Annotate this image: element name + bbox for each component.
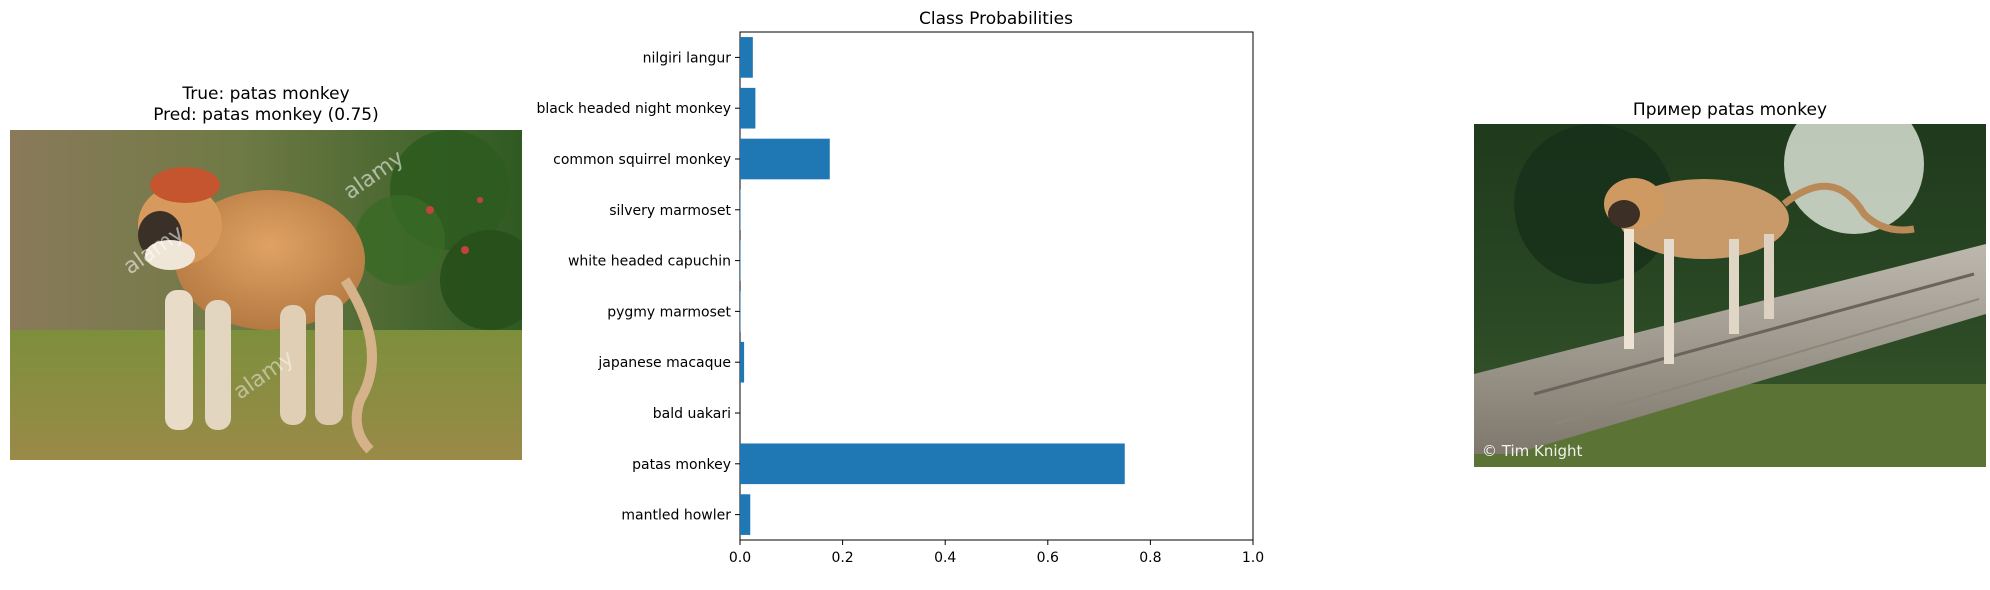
y-tick-label: japanese macaque	[597, 355, 731, 371]
left-panel-title-line2: Pred: patas monkey (0.75)	[153, 105, 379, 125]
right-panel-title: Пример patas monkey	[1632, 100, 1828, 120]
x-tick-label: 0.6	[1037, 550, 1059, 566]
x-tick-label: 0.4	[934, 550, 956, 566]
bar-mantled-howler	[740, 494, 751, 535]
y-tick-label: bald uakari	[653, 406, 731, 422]
x-tick-label: 0.2	[831, 550, 853, 566]
example-class-photo: © Tim Knight	[1474, 124, 1986, 467]
y-tick-label: common squirrel monkey	[553, 152, 731, 168]
y-tick-label: white headed capuchin	[568, 254, 731, 270]
plot-frame	[739, 31, 1254, 541]
true-class-photo: alamy alamy alamy	[10, 130, 522, 460]
y-tick-label: pygmy marmoset	[607, 304, 731, 320]
bar-silvery-marmoset	[740, 189, 741, 231]
bar-japanese-macaque	[740, 341, 745, 383]
x-tick-label: 0.0	[729, 550, 751, 566]
y-tick-label: black headed night monkey	[536, 101, 731, 117]
bar-common-squirrel-monkey	[740, 138, 830, 180]
left-panel-title-line1: True: patas monkey	[182, 84, 350, 104]
bar-pygmy-marmoset	[740, 291, 741, 332]
y-tick-label: patas monkey	[632, 457, 731, 473]
x-tick-label: 0.8	[1139, 550, 1161, 566]
bar-white-headed-capuchin	[740, 240, 741, 281]
photo-credit: © Tim Knight	[1482, 442, 1583, 460]
y-tick-label: mantled howler	[621, 508, 731, 524]
bar-patas-monkey	[740, 443, 1125, 485]
x-tick-label: 1.0	[1242, 550, 1264, 566]
y-tick-label: nilgiri langur	[643, 50, 732, 66]
chart-title: Class Probabilities	[919, 9, 1073, 29]
y-tick-label: silvery marmoset	[609, 203, 731, 219]
bar-nilgiri-langur	[740, 37, 753, 78]
bar-black-headed-night-monkey	[740, 87, 756, 129]
